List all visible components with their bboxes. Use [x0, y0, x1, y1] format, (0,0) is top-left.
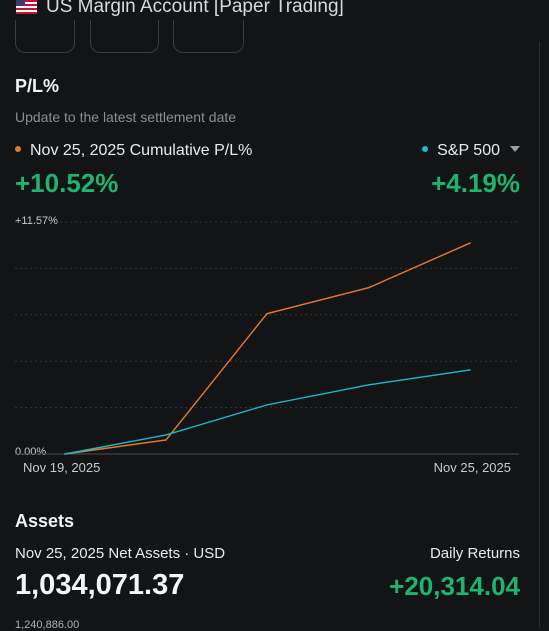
benchmark-point	[266, 404, 268, 406]
right-edge-divider	[539, 42, 540, 628]
tab-button-2[interactable]	[90, 20, 159, 53]
cumulative-pl-label: Nov 25, 2025 Cumulative P/L%	[30, 142, 253, 159]
tab-button-1[interactable]	[15, 20, 75, 53]
benchmark-point	[368, 384, 370, 386]
benchmark-selector[interactable]: S&P 500	[422, 142, 520, 160]
cyan-dot-icon	[422, 145, 429, 152]
cumulative-pl-line	[64, 242, 471, 455]
pl-subtitle: Update to the latest settlement date	[15, 109, 237, 125]
benchmark-value: +4.19%	[431, 168, 520, 198]
y-axis-min-label: 0.00%	[15, 446, 47, 458]
y-axis-max-label: +11.57%	[15, 215, 58, 227]
benchmark-label[interactable]: S&P 500	[437, 142, 500, 159]
chevron-down-icon[interactable]	[510, 145, 520, 152]
cumulative-pl-point	[368, 286, 370, 289]
daily-returns-value: +20,314.04	[389, 571, 520, 601]
pl-line-chart[interactable]	[0, 215, 549, 475]
daily-returns-label: Daily Returns	[429, 545, 520, 562]
us-flag-icon	[16, 0, 37, 14]
assets-section-title: Assets	[15, 511, 75, 531]
benchmark-point	[469, 369, 471, 371]
x-axis-start-label: Nov 19, 2025	[23, 460, 101, 475]
benchmark-point	[165, 434, 167, 436]
net-assets-value: 1,034,071.37	[15, 569, 185, 601]
next-value-partial: 1,240,886.00	[15, 619, 80, 631]
cumulative-pl-point	[165, 439, 167, 441]
cumulative-pl-value: +10.52%	[15, 168, 119, 198]
x-axis-end-label: Nov 25, 2025	[433, 460, 511, 475]
account-title[interactable]: US Margin Account [Paper Trading]	[46, 0, 344, 17]
net-assets-label: Nov 25, 2025 Net Assets · USD	[15, 545, 226, 562]
tab-button-3[interactable]	[173, 20, 244, 53]
cumulative-pl-legend: Nov 25, 2025 Cumulative P/L%	[15, 142, 252, 160]
pl-section-title: P/L%	[15, 76, 60, 96]
benchmark-line	[64, 369, 471, 455]
cumulative-pl-point	[266, 312, 268, 315]
orange-dot-icon	[15, 145, 21, 152]
account-header[interactable]: US Margin Account [Paper Trading]	[0, 0, 549, 30]
benchmark-point	[64, 453, 66, 455]
cumulative-pl-point	[469, 242, 471, 244]
